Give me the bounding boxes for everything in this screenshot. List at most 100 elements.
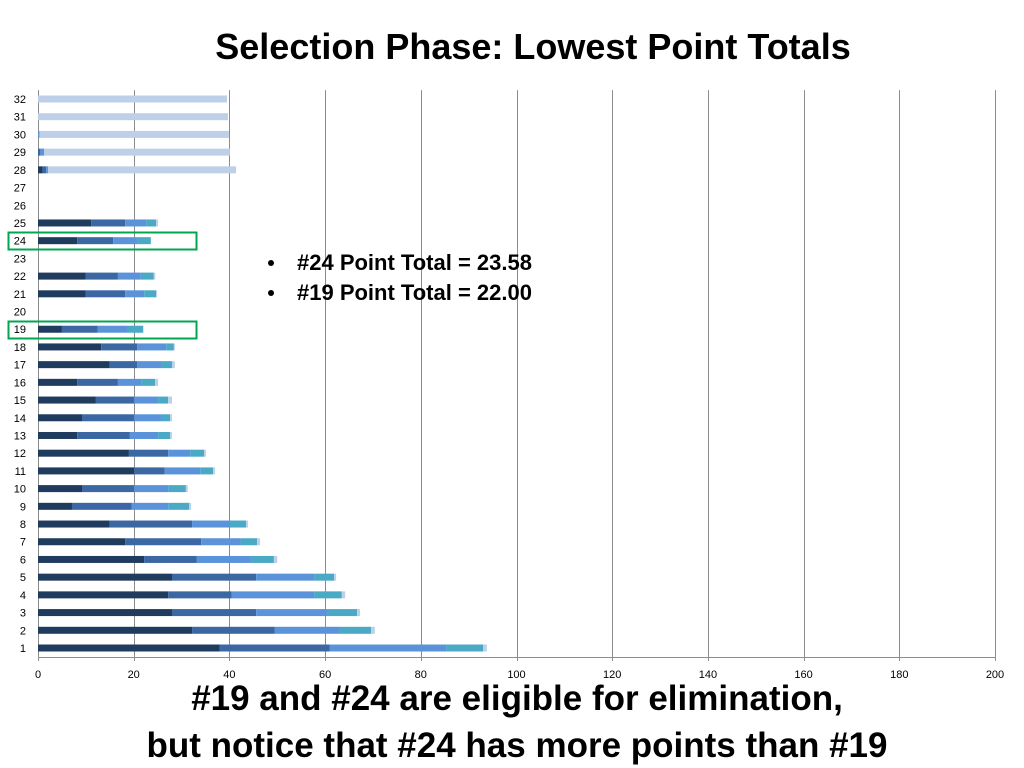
bar-9-segment-1 [38,502,72,510]
x-tick-label: 0 [35,669,41,681]
x-tick-label: 200 [986,669,1004,681]
bar-12-segment-1 [38,449,129,457]
y-tick-label-15: 15 [14,395,26,407]
bar-13-segment-1 [38,431,78,439]
bar-14-segment-3 [134,414,161,422]
bar-7-segment-1 [38,538,126,546]
bullet-text-24: #24 Point Total = 23.58 [297,250,532,275]
bar-7-segment-3 [201,538,241,546]
y-tick-label-10: 10 [14,484,26,496]
x-axis-ticks: 0 20 40 60 80 100 120 140 160 180 200 [35,656,1004,681]
y-tick-label-9: 9 [20,501,26,513]
bar-6-segment-3 [196,555,251,563]
x-tick-label: 120 [603,669,621,681]
bar-17-segment-4 [160,361,172,369]
bar-4-segment-3 [231,591,315,599]
y-tick-label-28: 28 [14,165,26,177]
y-axis-labels: 1234567891011121314151617181920212223242… [14,94,26,655]
bar-16-segment-4 [141,378,156,386]
y-tick-label-12: 12 [14,448,26,460]
bar-29-segment-3 [40,148,45,156]
bar-1-segment-5 [483,644,487,652]
bar-31-segment-5 [38,113,228,121]
bar-3-segment-3 [256,609,328,617]
bar-13-segment-5 [170,431,172,439]
bar-5-segment-3 [256,573,315,581]
bar-2-segment-2 [192,626,275,634]
bar-29-segment-2 [38,148,41,156]
bar-3-segment-2 [171,609,257,617]
bar-22-segment-5 [153,272,156,280]
y-tick-label-30: 30 [14,129,26,141]
bar-15-segment-4 [158,396,169,404]
slide-title: Selection Phase: Lowest Point Totals [215,26,851,67]
bar-28-segment-3 [46,166,49,174]
bar-21-segment-1 [38,290,86,298]
y-tick-label-11: 11 [15,466,26,478]
bar-15-segment-3 [134,396,159,404]
bar-28-segment-2 [42,166,47,174]
bar-6-segment-2 [144,555,197,563]
bar-10-segment-4 [168,485,186,493]
y-tick-label-24: 24 [14,236,26,248]
bar-21-segment-5 [156,290,158,298]
x-tick-label: 40 [223,669,235,681]
bar-17-segment-3 [137,361,161,369]
bar-17-segment-2 [109,361,138,369]
bar-1-segment-2 [219,644,330,652]
footer-line-1: #19 and #24 are eligible for elimination… [191,679,843,718]
y-tick-label-2: 2 [20,625,26,637]
bar-14-segment-5 [170,414,172,422]
bar-15-segment-2 [95,396,135,404]
y-tick-label-21: 21 [14,289,26,301]
bar-9-segment-3 [131,502,169,510]
bar-9-segment-5 [189,502,192,510]
bar-16-segment-3 [117,378,142,386]
bar-22-segment-2 [85,272,118,280]
y-tick-label-13: 13 [14,430,26,442]
y-tick-label-7: 7 [20,537,26,549]
bar-30-segment-3 [38,130,40,138]
bar-13-segment-2 [77,431,130,439]
gridlines [134,90,996,657]
y-tick-label-17: 17 [14,360,26,372]
highlight-box-24 [7,231,198,251]
x-tick-label: 20 [128,669,140,681]
bar-21-segment-3 [125,290,145,298]
x-tick-label: 80 [415,669,427,681]
bar-7-segment-5 [257,538,261,546]
bar-8-segment-5 [246,520,249,528]
bar-15-segment-1 [38,396,96,404]
bar-6-segment-5 [273,555,278,563]
y-tick-label-29: 29 [14,147,26,159]
bar-10-segment-2 [82,485,135,493]
bar-11-segment-5 [213,467,216,475]
bar-24-segment-4 [137,237,151,245]
bar-13-segment-4 [158,431,171,439]
bar-18-segment-2 [101,343,138,351]
bar-18-segment-1 [38,343,102,351]
y-tick-label-5: 5 [20,572,26,584]
bar-18-segment-3 [137,343,167,351]
x-tick-label: 60 [319,669,331,681]
bullet-icon [268,260,274,266]
bars [38,95,487,652]
bar-4-segment-1 [38,591,169,599]
bar-24-segment-3 [113,237,138,245]
bar-28-segment-5 [48,166,237,174]
bar-16-segment-5 [155,378,159,386]
bar-4-segment-2 [168,591,232,599]
bar-11-segment-4 [200,467,214,475]
y-tick-label-8: 8 [20,519,26,531]
bar-5-segment-1 [38,573,172,581]
bar-17-segment-5 [171,361,175,369]
bar-18-segment-4 [166,343,174,351]
bar-7-segment-4 [240,538,258,546]
bar-14-segment-2 [82,414,135,422]
y-tick-label-6: 6 [20,554,26,566]
y-tick-label-23: 23 [14,253,26,265]
bar-8-segment-4 [229,520,247,528]
y-tick-label-3: 3 [20,608,26,620]
highlight-boxes [7,231,198,340]
bar-19-segment-2 [61,325,98,333]
